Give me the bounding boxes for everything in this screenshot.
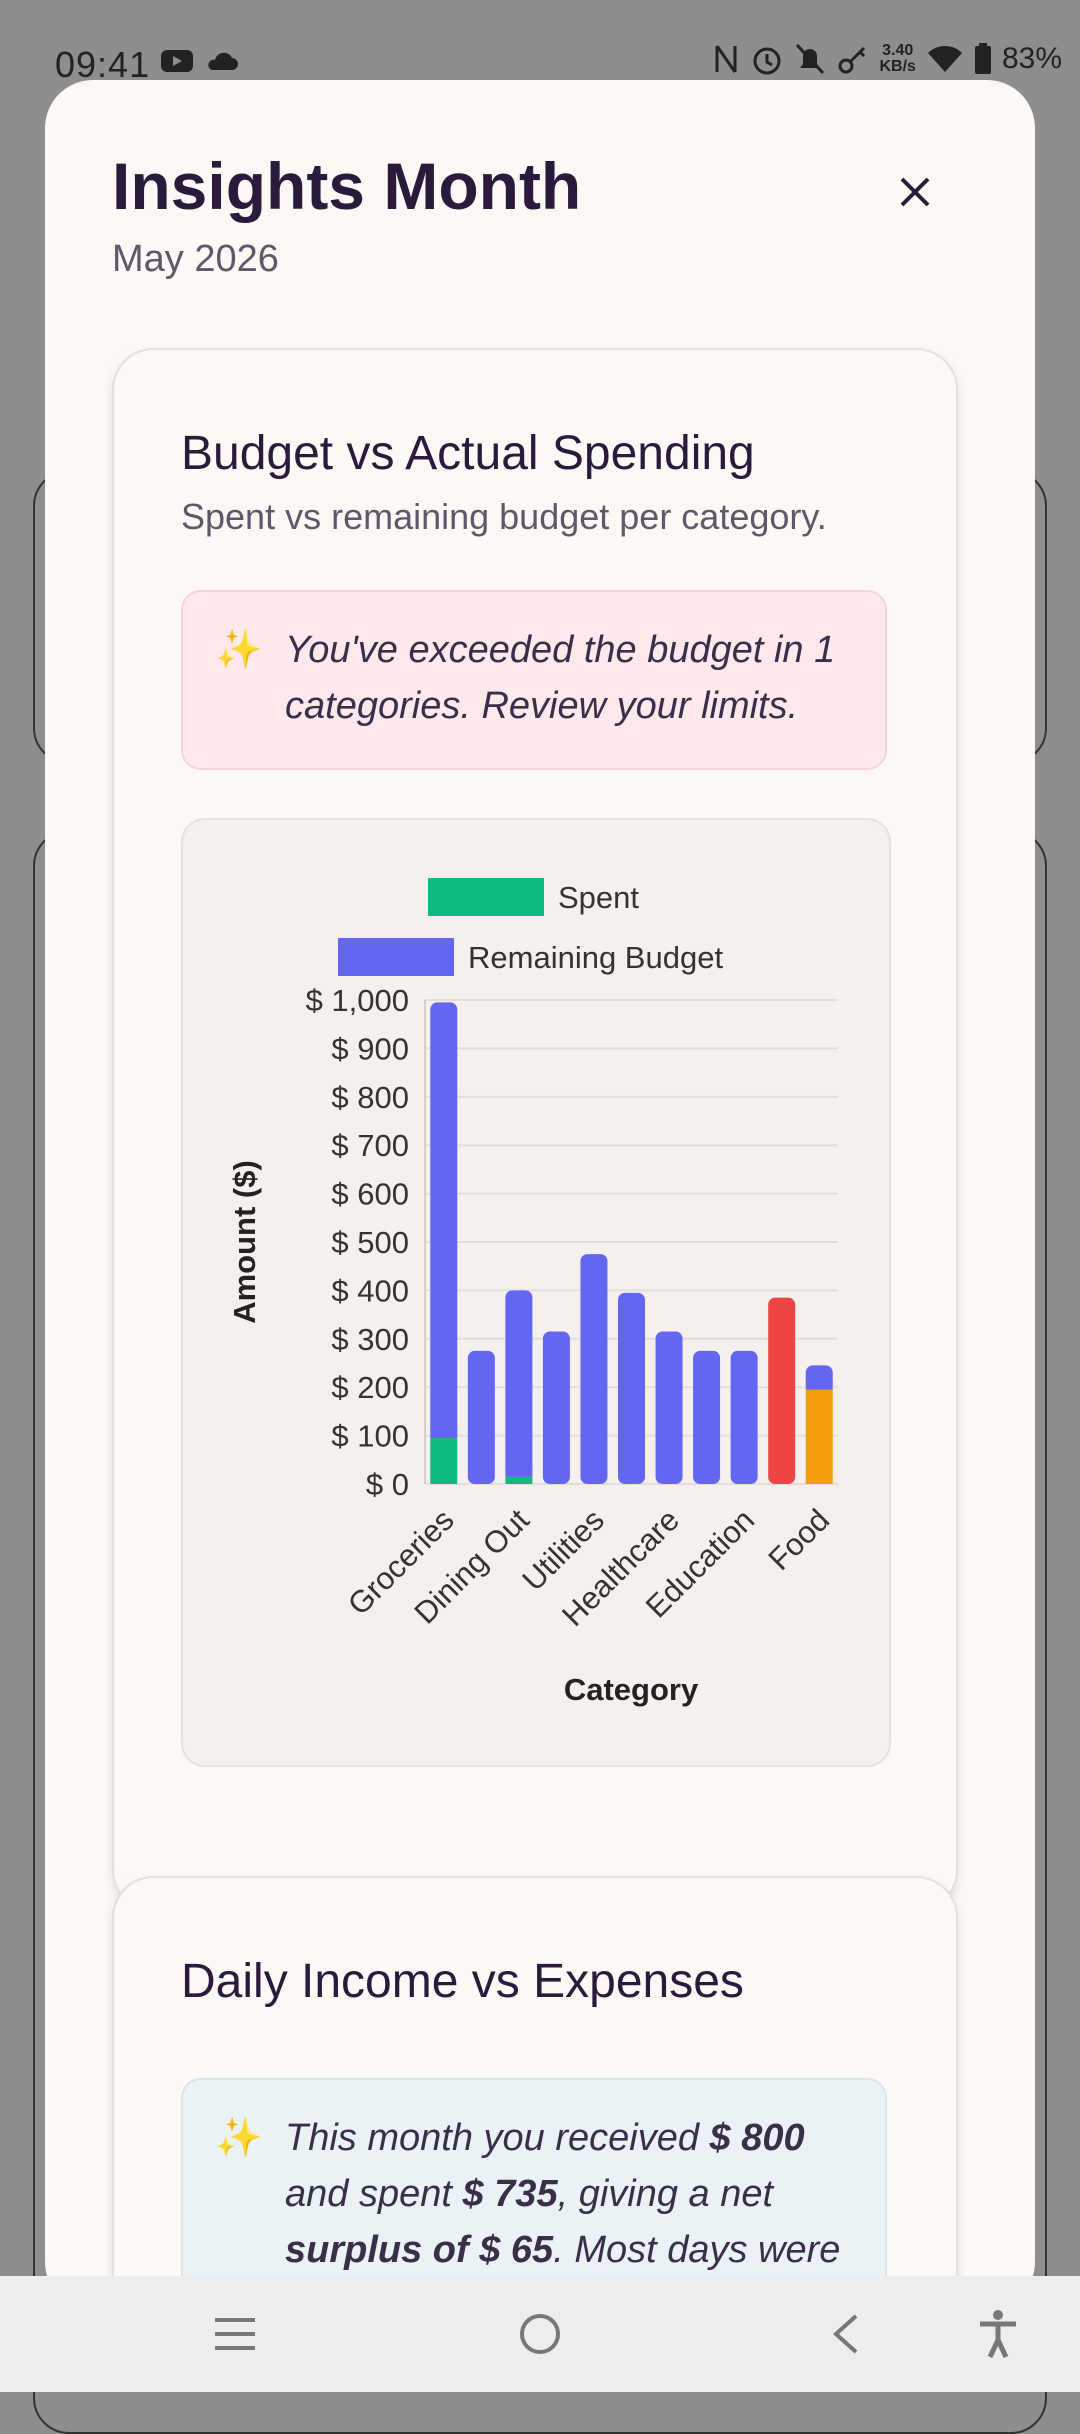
- x-tick-label: Food: [761, 1502, 836, 1577]
- bar-remaining: [805, 1381, 833, 1390]
- nfc-icon: [715, 45, 736, 73]
- bar-remaining: [430, 1430, 458, 1439]
- daily-card-title: Daily Income vs Expenses: [181, 1955, 744, 2008]
- vpn-key-icon: [838, 46, 865, 74]
- sparkles-icon: ✨: [215, 2117, 263, 2159]
- sheet-title: Insights Month: [112, 149, 582, 223]
- accessibility-icon: [980, 2310, 1016, 2359]
- network-speed: 3.40 KB/s: [879, 42, 916, 75]
- bar-remaining: [505, 1290, 533, 1477]
- menu-button[interactable]: [205, 2304, 265, 2364]
- y-tick-label: $ 200: [331, 1370, 409, 1405]
- budget-card-title: Budget vs Actual Spending: [181, 427, 755, 480]
- back-icon: [833, 2314, 858, 2354]
- battery-icon: [974, 43, 991, 74]
- close-icon: [900, 177, 930, 207]
- bar-remaining: [618, 1292, 645, 1484]
- y-tick-label: $ 700: [331, 1128, 409, 1163]
- y-tick-label: $ 1,000: [306, 983, 409, 1018]
- sheet-subtitle: May 2026: [112, 238, 279, 280]
- accessibility-button[interactable]: [968, 2304, 1028, 2364]
- bar-remaining: [467, 1350, 495, 1484]
- y-tick-label: $ 900: [331, 1031, 409, 1066]
- status-left-icons: [160, 48, 238, 74]
- bar-remaining: [542, 1331, 570, 1484]
- home-circle-icon: [520, 2314, 560, 2354]
- bar-remaining: [430, 1002, 458, 1439]
- expense-amount: $ 735: [462, 2173, 558, 2215]
- budget-insight-text: You've exceeded the budget in 1 categori…: [285, 629, 836, 727]
- navigation-bar: [0, 2276, 1080, 2392]
- daily-insight-text: This month you received $ 800 and spent …: [285, 2117, 841, 2271]
- wifi-icon: [927, 45, 962, 72]
- mute-icon: [795, 43, 824, 75]
- y-axis-title: Amount ($): [227, 1160, 262, 1324]
- legend-label: Spent: [558, 880, 639, 915]
- bar-remaining: [730, 1350, 758, 1484]
- budget-card: Budget vs Actual Spending Spent vs remai…: [112, 348, 958, 1912]
- bar-spent: [768, 1297, 796, 1484]
- surplus-amount: surplus of $ 65: [285, 2229, 554, 2271]
- bar-remaining: [655, 1331, 683, 1484]
- insights-sheet: Insights Month May 2026 Budget vs Actual…: [45, 80, 1035, 2310]
- y-tick-label: $ 300: [331, 1322, 409, 1357]
- legend-swatch: [338, 938, 454, 976]
- sparkles-icon: ✨: [215, 629, 263, 671]
- y-tick-label: $ 500: [331, 1225, 409, 1260]
- home-button[interactable]: [510, 2304, 570, 2364]
- bar-remaining: [580, 1254, 608, 1484]
- budget-chart-svg: Spent Remaining Budget $ 0 $ 100 $ 200 $ 300 $…: [227, 878, 838, 1707]
- bar-remaining: [505, 1468, 533, 1477]
- bar-remaining: [693, 1350, 721, 1484]
- y-tick-label: $ 100: [331, 1419, 409, 1454]
- status-right-icons: 3.40 KB/s 83%: [712, 42, 1062, 76]
- budget-card-subtitle: Spent vs remaining budget per category.: [181, 496, 827, 537]
- battery-percent: 83%: [1001, 42, 1062, 75]
- legend-swatch: [428, 878, 544, 916]
- y-tick-label: $ 800: [331, 1080, 409, 1115]
- y-tick-label: $ 600: [331, 1177, 409, 1212]
- youtube-icon: [161, 50, 193, 72]
- y-tick-label: $ 400: [331, 1273, 409, 1308]
- close-button[interactable]: [885, 162, 945, 222]
- y-tick-label: $ 0: [366, 1467, 409, 1502]
- bar-spent: [805, 1389, 833, 1484]
- back-button[interactable]: [815, 2304, 875, 2364]
- daily-insight: ✨ This month you received $ 800 and spen…: [181, 2078, 887, 2310]
- budget-insight: ✨ You've exceeded the budget in 1 catego…: [181, 590, 887, 770]
- status-time: 09:41: [55, 44, 151, 85]
- alarm-icon: [753, 47, 780, 75]
- budget-chart: Spent Remaining Budget $ 0 $ 100 $ 200 $ 300 $…: [181, 818, 891, 1767]
- cloud-icon: [208, 52, 238, 70]
- status-bar: 09:41 3.40 KB/s 83%: [0, 0, 1080, 130]
- bar-spent: [430, 1438, 458, 1484]
- daily-card: Daily Income vs Expenses ✨ This month yo…: [112, 1876, 958, 2310]
- x-axis-title: Category: [564, 1672, 699, 1707]
- legend-label: Remaining Budget: [468, 940, 723, 975]
- income-amount: $ 800: [709, 2117, 805, 2159]
- menu-icon: [215, 2318, 255, 2350]
- bar-spent: [505, 1476, 533, 1484]
